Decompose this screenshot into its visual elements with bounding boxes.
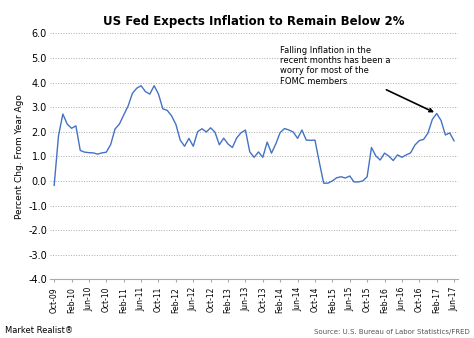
Text: Source: U.S. Bureau of Labor Statistics/FRED: Source: U.S. Bureau of Labor Statistics/… xyxy=(313,329,469,335)
Title: US Fed Expects Inflation to Remain Below 2%: US Fed Expects Inflation to Remain Below… xyxy=(103,15,405,28)
Y-axis label: Percent Chg. From Year Ago: Percent Chg. From Year Ago xyxy=(15,94,24,219)
Text: Falling Inflation in the
recent months has been a
worry for most of the
FOMC mem: Falling Inflation in the recent months h… xyxy=(280,46,432,112)
Text: Market Realist®: Market Realist® xyxy=(5,325,73,335)
